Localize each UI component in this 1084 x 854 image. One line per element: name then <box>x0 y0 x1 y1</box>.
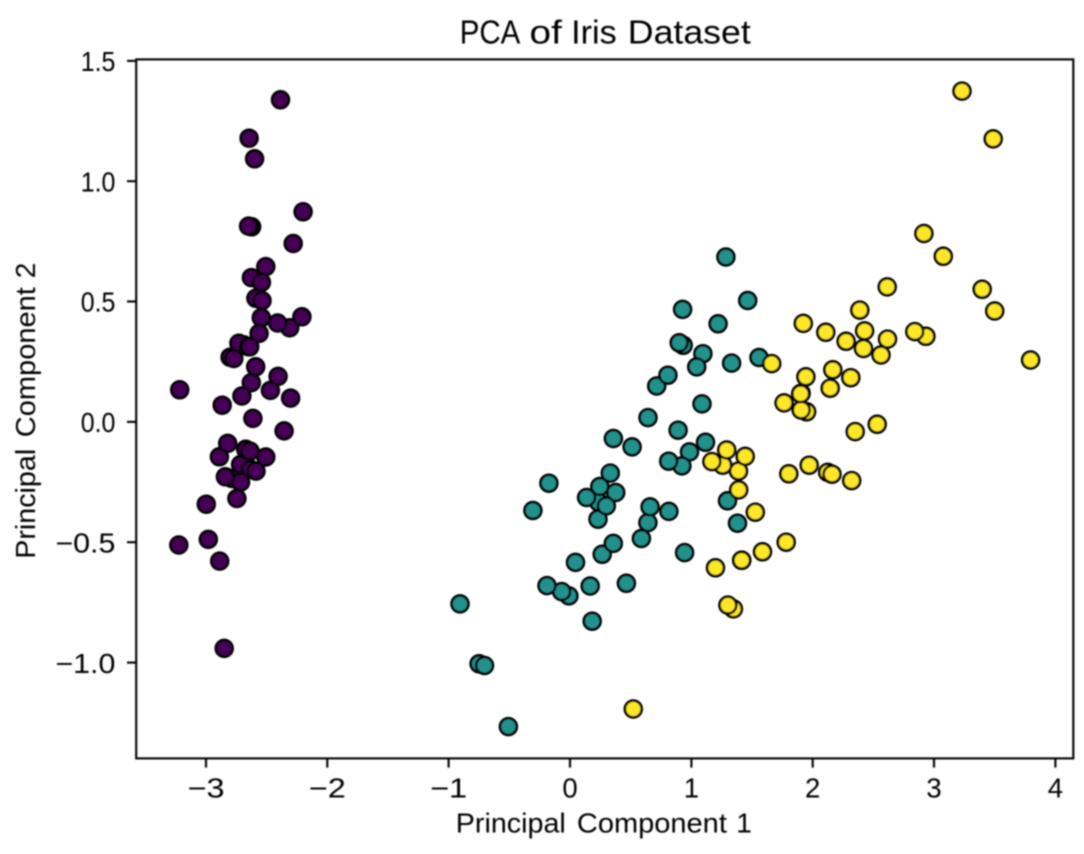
svg-text:of: of <box>530 15 563 52</box>
svg-text:Principal: Principal <box>10 449 41 559</box>
svg-text:PCA: PCA <box>460 15 521 52</box>
svg-text:3: 3 <box>926 772 941 803</box>
svg-text:Iris: Iris <box>571 15 617 52</box>
svg-text:−2: −2 <box>309 772 346 803</box>
svg-text:Principal: Principal <box>456 808 566 839</box>
svg-text:−3: −3 <box>188 772 225 803</box>
svg-text:2: 2 <box>10 263 41 279</box>
svg-text:1.5: 1.5 <box>81 46 116 77</box>
svg-text:−1: −1 <box>430 772 467 803</box>
svg-text:Component: Component <box>577 808 727 839</box>
svg-text:1: 1 <box>736 808 752 839</box>
svg-text:0.0: 0.0 <box>81 407 116 438</box>
svg-text:1: 1 <box>684 772 699 803</box>
svg-text:Dataset: Dataset <box>628 15 752 52</box>
svg-text:Component: Component <box>10 287 41 437</box>
svg-text:2: 2 <box>805 772 820 803</box>
svg-text:−0.5: −0.5 <box>55 528 115 559</box>
svg-text:1.0: 1.0 <box>81 166 116 197</box>
svg-text:−1.0: −1.0 <box>55 648 115 679</box>
svg-text:0: 0 <box>562 772 577 803</box>
svg-text:4: 4 <box>1048 772 1063 803</box>
svg-text:0.5: 0.5 <box>81 287 116 318</box>
